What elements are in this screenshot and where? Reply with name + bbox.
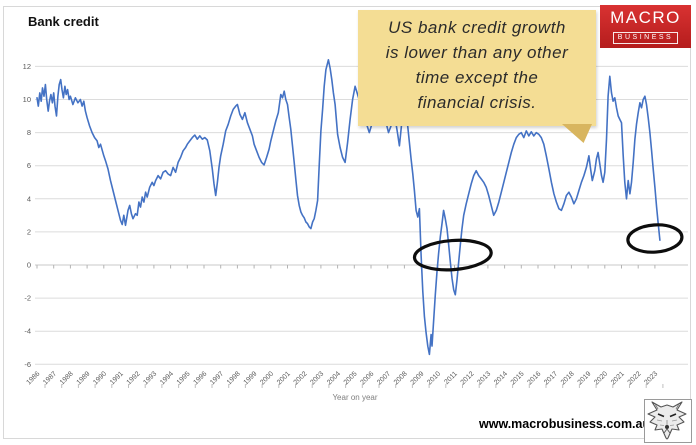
annotation-ellipse: [412, 238, 493, 272]
x-axis-tick-label: 2019: [577, 370, 593, 386]
y-axis-tick-label: 6: [27, 161, 31, 170]
x-axis-tick-label: 2009: [410, 370, 426, 386]
x-axis-tick-label: 2002: [293, 370, 309, 386]
y-axis-tick-label: -2: [24, 294, 31, 303]
data-line: [36, 58, 661, 356]
note-text-line: financial crisis.: [417, 93, 537, 112]
x-axis-tick-label: 2020: [593, 370, 609, 386]
logo-business-text: BUSINESS: [612, 32, 679, 44]
x-axis-tick-label: 1999: [243, 370, 259, 386]
x-axis-tick-label: 2016: [526, 370, 542, 386]
x-axis-tick-label: 1993: [142, 370, 158, 386]
x-axis-title: Year on year: [332, 393, 377, 402]
x-axis-tick-label: 2017: [543, 370, 559, 386]
x-axis-tick-label: 2018: [560, 370, 576, 386]
x-axis-tick-label: 2013: [476, 370, 492, 386]
y-axis-tick-label: 4: [27, 194, 31, 203]
y-axis-tick-label: -4: [24, 327, 31, 336]
y-axis-tick-label: 0: [27, 261, 31, 270]
x-axis-tick-label: 1992: [126, 370, 142, 386]
note-text-line: is lower than any other: [385, 43, 569, 62]
annotation-ellipse: [626, 223, 684, 254]
x-axis-tick-label: 1991: [109, 370, 125, 386]
x-axis-tick-label: 1997: [209, 370, 225, 386]
y-axis-tick-label: 12: [23, 62, 31, 71]
y-axis-tick-label: 8: [27, 128, 31, 137]
x-axis-tick-label: 1989: [76, 370, 92, 386]
sticky-note-annotation: US bank credit growth is lower than any …: [358, 10, 596, 143]
y-axis-tick-label: -6: [24, 360, 31, 369]
x-axis-tick-label: 2000: [259, 370, 275, 386]
x-axis-tick-label: 2022: [627, 370, 643, 386]
x-axis-tick-label: 2001: [276, 370, 292, 386]
x-axis-tick-label: 2014: [493, 370, 509, 386]
x-axis-tick-label: 2015: [510, 370, 526, 386]
x-axis-tick-label: 2011: [443, 370, 459, 386]
x-axis-tick-label: 2010: [426, 370, 442, 386]
y-axis-tick-label: 10: [23, 95, 31, 104]
note-text-line: US bank credit growth: [388, 18, 566, 37]
x-axis-tick-label: 1996: [192, 370, 208, 386]
x-axis-tick-label: 2008: [393, 370, 409, 386]
logo-macro-text: MACRO: [610, 8, 681, 27]
chart-title: Bank credit: [28, 14, 99, 29]
y-axis-tick-label: 2: [27, 227, 31, 236]
wolf-sketch-icon: [647, 401, 687, 440]
note-text-line: time except the: [415, 68, 539, 87]
x-axis-tick-label: 1987: [42, 370, 58, 386]
x-axis-tick-label: 2012: [460, 370, 476, 386]
x-axis-tick-label: 1986: [25, 370, 41, 386]
x-axis-tick-label: 2023: [643, 370, 659, 386]
x-axis-tick-label: 1994: [159, 370, 175, 386]
x-axis-tick-label: 2007: [376, 370, 392, 386]
website-url-text: www.macrobusiness.com.au: [479, 417, 651, 431]
x-axis-tick-label: 2006: [359, 370, 375, 386]
macrobusiness-logo: MACRO BUSINESS: [600, 5, 691, 48]
wolf-logo-box: [644, 399, 692, 443]
x-axis-tick-label: 1990: [92, 370, 108, 386]
x-axis-tick-label: 2004: [326, 370, 342, 386]
x-axis-tick-label: 1988: [59, 370, 75, 386]
x-axis-tick-label: 1995: [176, 370, 192, 386]
x-axis-tick-label: 2005: [343, 370, 359, 386]
x-axis-tick-label: 2021: [610, 370, 626, 386]
x-axis-tick-label: 2003: [309, 370, 325, 386]
x-axis-tick-label: 1998: [226, 370, 242, 386]
